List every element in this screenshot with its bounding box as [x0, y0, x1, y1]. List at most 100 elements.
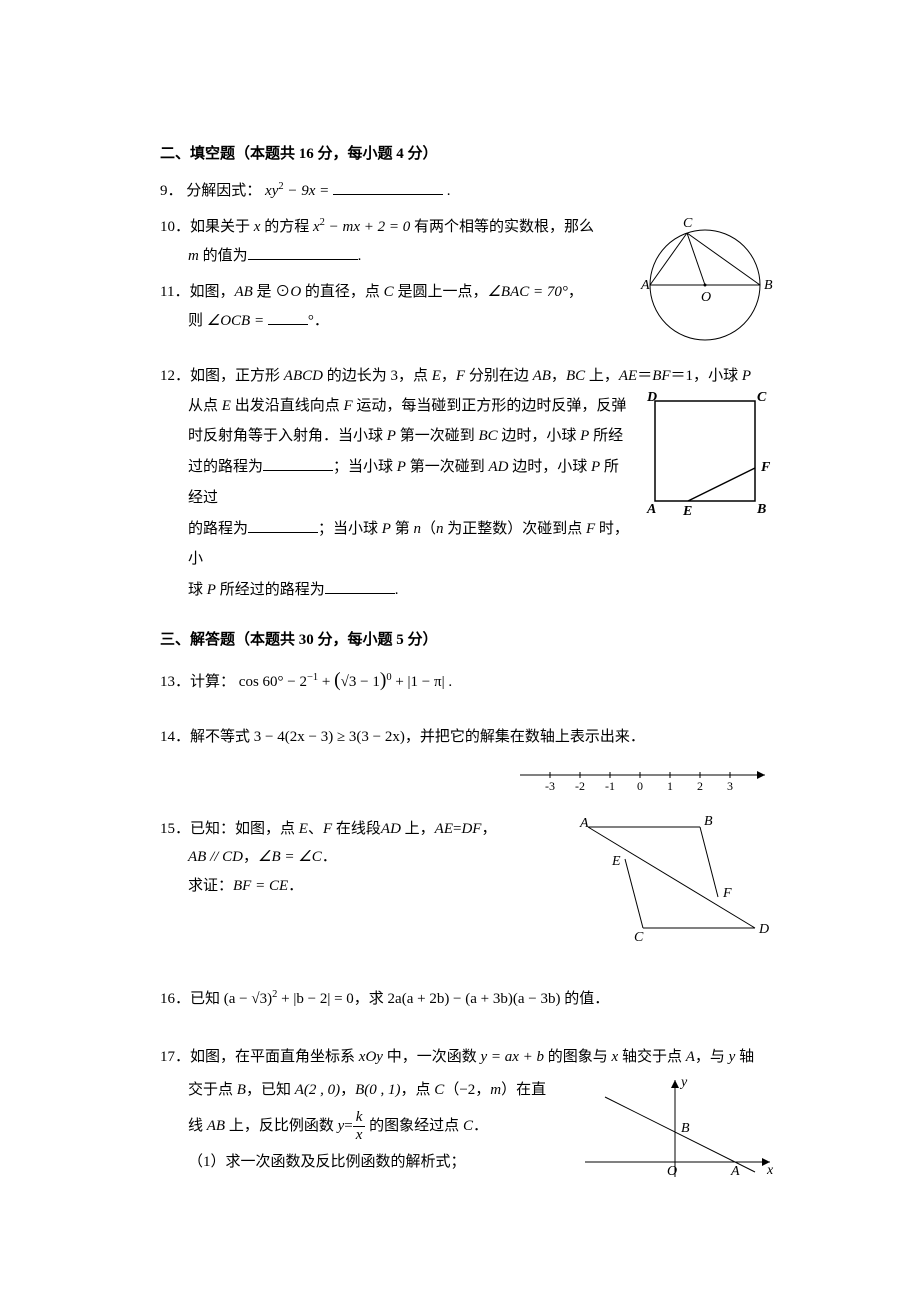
- q12-BC: BC: [566, 368, 585, 384]
- svg-text:2: 2: [697, 779, 703, 793]
- q12-l2a: 从点: [188, 398, 222, 414]
- svg-text:E: E: [682, 504, 692, 519]
- svg-text:B: B: [704, 815, 713, 829]
- q17-B: B: [237, 1082, 246, 1098]
- q12-eq1: ＝1，: [671, 368, 709, 384]
- q12-l3b: 第一次碰到: [396, 428, 479, 444]
- q17-l2c: ，: [340, 1082, 355, 1098]
- q12-num: 12．: [160, 368, 190, 384]
- q10-num: 10．: [160, 219, 190, 235]
- q13-plus1: +: [318, 674, 334, 690]
- q10-eqa: x: [313, 219, 320, 235]
- q17-fn2d: x: [353, 1127, 366, 1144]
- q15-num: 15．: [160, 821, 190, 837]
- q9-rest: − 9x =: [284, 183, 330, 199]
- q11-t5: 则: [188, 313, 207, 329]
- q10-blank: [248, 245, 358, 260]
- q10-t4: 的值为: [199, 248, 248, 264]
- svg-text:O: O: [667, 1164, 677, 1179]
- q16-t2: ，求: [354, 991, 388, 1007]
- q12-l4d: 边时，小球: [508, 459, 591, 475]
- q17-l3a: 线: [188, 1118, 207, 1134]
- q16-expr2: 2a(a + 2b) − (a + 3b)(a − 3b): [388, 991, 561, 1007]
- q16-num: 16．: [160, 991, 190, 1007]
- q11-t3: 的直径，点: [301, 284, 384, 300]
- q17-fn2b: =: [344, 1118, 352, 1134]
- q12-P: P: [742, 368, 751, 384]
- q12-l4c: 第一次碰到: [406, 459, 489, 475]
- q11-ang: ∠BAC = 70°: [487, 284, 567, 300]
- svg-text:A: A: [646, 502, 656, 517]
- q15-t1: 已知：如图，点: [190, 821, 299, 837]
- q12-l6a: 球: [188, 582, 207, 598]
- q13-exp1: −1: [307, 672, 318, 683]
- q12-AD: AD: [488, 459, 508, 475]
- q11-O: O: [290, 284, 301, 300]
- q15-AE: AE: [435, 821, 453, 837]
- q11-C: C: [384, 284, 394, 300]
- q12-l4a: 过的路程为: [188, 459, 263, 475]
- q10-m: m: [188, 248, 199, 264]
- q17-AB2: AB: [207, 1118, 225, 1134]
- question-13: 13．计算： cos 60° − 2−1 + (√3 − 1)0 + |1 − …: [160, 662, 780, 699]
- q11-AB: AB: [234, 284, 252, 300]
- q13-e1: cos 60° − 2: [239, 674, 307, 690]
- q17-xOy: xOy: [359, 1049, 383, 1065]
- q17-t5: ，与: [695, 1049, 729, 1065]
- figure-coordinate: O A B x y: [575, 1072, 780, 1187]
- q17-t3: 的图象与: [544, 1049, 612, 1065]
- q17-m: m: [490, 1082, 501, 1098]
- q9-xy: xy: [265, 183, 278, 199]
- q15-l2c: ∠B = ∠C: [258, 849, 322, 865]
- q12-F3: F: [586, 521, 595, 537]
- q15-l2d: ．: [322, 849, 337, 865]
- svg-text:A: A: [579, 816, 589, 831]
- svg-text:B: B: [764, 278, 773, 293]
- q17-l3c: 的图象经过点: [365, 1118, 463, 1134]
- q12-P5: P: [591, 459, 600, 475]
- q12-F2: F: [343, 398, 352, 414]
- figure-parallelogram: A B E F C D: [570, 815, 780, 945]
- q12-l5d: （: [421, 521, 436, 537]
- q12-t5: ，: [551, 368, 566, 384]
- q12-l3a: 时反射角等于入射角．当小球: [188, 428, 387, 444]
- q11-num: 11．: [160, 284, 189, 300]
- q15-t2: 、: [308, 821, 323, 837]
- q14-t2: ，并把它的解集在数轴上表示出来．: [405, 729, 645, 745]
- q15-F: F: [323, 821, 332, 837]
- q12-n: n: [413, 521, 421, 537]
- q17-l3d: ．: [473, 1118, 488, 1134]
- q12-t6: 上，: [585, 368, 619, 384]
- q12-t3: ，: [441, 368, 456, 384]
- q17-t6: 轴: [735, 1049, 754, 1065]
- q12-F: F: [456, 368, 465, 384]
- q17-l2a: 交于点: [188, 1082, 237, 1098]
- q15-t4: 上，: [401, 821, 435, 837]
- q12-ABCD: ABCD: [284, 368, 323, 384]
- q12-l2c: 运动，每当碰到正方形的边时反弹，反弹: [353, 398, 627, 414]
- question-10: 10．如果关于 x 的方程 x2 − mx + 2 = 0 有两个相等的实数根，…: [160, 213, 623, 270]
- q10-period: .: [358, 248, 362, 264]
- q15-DF: DF: [461, 821, 481, 837]
- q15-l3c: ．: [288, 878, 303, 894]
- q10-eqb: − mx + 2 = 0: [325, 219, 410, 235]
- q15-l3b: BF = CE: [233, 878, 288, 894]
- q16-e1l: (a −: [224, 991, 252, 1007]
- q15-l2b: ，: [243, 849, 258, 865]
- q15-comma: ，: [481, 821, 496, 837]
- q12-l6c: .: [395, 582, 399, 598]
- q9-label: 分解因式：: [186, 183, 261, 199]
- q11-period: ．: [314, 313, 329, 329]
- q17-C2: C: [463, 1118, 473, 1134]
- svg-text:A: A: [730, 1164, 740, 1179]
- q10-t2: 的方程: [260, 219, 313, 235]
- svg-text:1: 1: [667, 779, 673, 793]
- q15-E: E: [299, 821, 308, 837]
- question-15: 15．已知：如图，点 E、F 在线段AD 上，AE=DF， AB // CD，∠…: [160, 815, 558, 901]
- svg-text:-1: -1: [605, 779, 615, 793]
- q12-l2b: 出发沿直线向点: [231, 398, 344, 414]
- q10-t1: 如果关于: [190, 219, 254, 235]
- q11-blank: [268, 310, 308, 325]
- q17-t4: 轴交于点: [618, 1049, 686, 1065]
- q13-num: 13．: [160, 674, 190, 690]
